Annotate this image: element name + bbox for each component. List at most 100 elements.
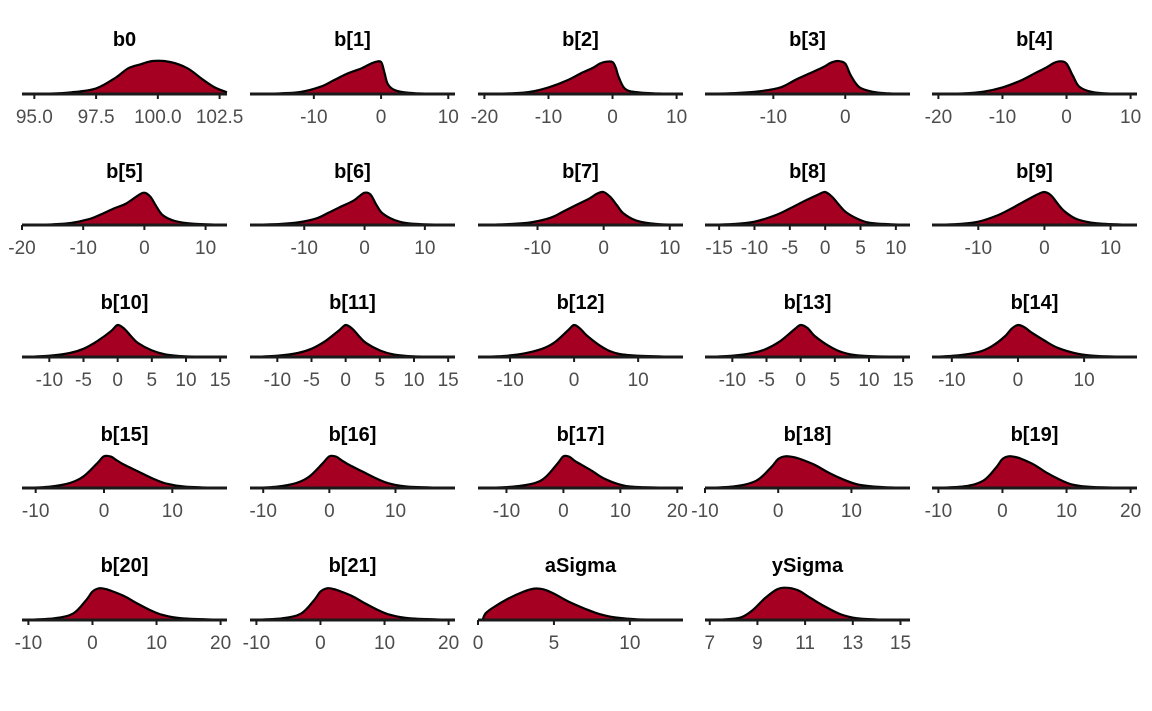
- density-area: [482, 588, 683, 620]
- x-tick-label: 0: [997, 501, 1008, 522]
- x-tick-label: 0: [139, 238, 150, 259]
- density-area: [22, 324, 227, 357]
- x-tick-label: 10: [628, 370, 649, 391]
- panel-b1: b[1] -10 0 10: [249, 29, 459, 128]
- density-area: [932, 61, 1137, 94]
- panel-title: b[1]: [334, 29, 371, 51]
- x-tick-label: 5: [830, 370, 841, 391]
- density-curve: [21, 323, 228, 359]
- density-curve: [477, 323, 684, 359]
- x-tick-label: 0: [773, 501, 784, 522]
- x-tick-label: 10: [666, 107, 687, 128]
- panel-title: b[11]: [329, 292, 376, 314]
- x-tick-label: -10: [965, 238, 992, 259]
- panel-title: b[10]: [101, 292, 149, 314]
- x-tick-label: -10: [989, 107, 1016, 128]
- x-tick-label: 0: [359, 238, 370, 259]
- density-area: [705, 60, 910, 94]
- density-area: [250, 588, 455, 620]
- panel-b7: b[7] -10 0 10: [477, 161, 684, 259]
- x-tick-label: 15: [893, 370, 914, 391]
- x-tick-label: 0: [112, 370, 123, 391]
- density-curve: [931, 60, 1138, 96]
- x-tick-label: 0: [1061, 107, 1072, 128]
- x-tick-label: 10: [438, 107, 459, 128]
- density-area: [705, 324, 910, 357]
- x-tick-label: 15: [890, 633, 911, 654]
- x-tick-label: 9: [752, 633, 763, 654]
- x-tick-label: 10: [858, 370, 879, 391]
- panel-b16: b[16] -10 0 10: [249, 424, 456, 522]
- x-tick-label: 95.0: [16, 107, 53, 128]
- panel-b12: b[12] -10 0 10: [477, 292, 684, 391]
- density-curve: [931, 323, 1138, 359]
- panel-title: b[17]: [557, 424, 605, 446]
- x-tick-label: 0: [376, 107, 387, 128]
- density-area: [705, 456, 910, 488]
- panel-title: b[5]: [106, 161, 143, 183]
- panel-title: b[12]: [557, 292, 605, 314]
- x-tick-label: 0: [1039, 238, 1050, 259]
- x-tick-label: -10: [719, 370, 746, 391]
- panel-title: b[6]: [334, 161, 371, 183]
- x-tick-label: 15: [438, 370, 459, 391]
- x-tick-label: 20: [667, 501, 688, 522]
- panel-b10: b[10] -10 -5 0 5 10 15: [21, 292, 231, 391]
- panel-title: b[3]: [789, 29, 826, 51]
- panel-title: b[7]: [562, 161, 599, 183]
- x-tick-label: -10: [925, 501, 952, 522]
- x-tick-label: 5: [375, 370, 386, 391]
- x-tick-label: 0: [1013, 370, 1024, 391]
- x-tick-label: 0: [795, 370, 806, 391]
- x-tick-label: 5: [549, 633, 560, 654]
- x-tick-label: 7: [704, 633, 715, 654]
- panel-title: b[16]: [329, 424, 377, 446]
- panel-b13: b[13] -10 -5 0 5 10 15: [704, 292, 914, 391]
- density-curve: [931, 455, 1138, 490]
- density-area: [250, 192, 455, 225]
- panel-b2: b[2] -20 -10 0 10: [471, 29, 687, 128]
- x-tick-label: 20: [438, 633, 459, 654]
- density-area: [705, 191, 910, 225]
- density-area: [932, 324, 1137, 357]
- density-area: [478, 61, 683, 94]
- density-curve: [249, 454, 456, 490]
- density-area: [22, 455, 227, 488]
- x-tick-label: 10: [175, 370, 196, 391]
- x-tick-label: 100.0: [134, 107, 182, 128]
- panel-b15: b[15] -10 0 10: [22, 424, 228, 522]
- x-tick-label: 11: [795, 633, 815, 654]
- panel-b20: b[20] -10 0 10 20: [15, 555, 231, 654]
- panel-title: aSigma: [545, 555, 617, 577]
- x-tick-label: 0: [473, 633, 484, 654]
- x-tick-label: 10: [1056, 501, 1077, 522]
- panel-b14: b[14] -10 0 10: [931, 292, 1138, 391]
- x-tick-label: 15: [210, 370, 231, 391]
- x-tick-label: 102.5: [196, 107, 244, 128]
- density-curve: [477, 454, 684, 490]
- x-tick-label: 10: [195, 238, 216, 259]
- density-curve: [704, 586, 911, 622]
- x-tick-label: -5: [781, 238, 798, 259]
- x-tick-label: -10: [535, 107, 562, 128]
- x-tick-label: -10: [15, 633, 42, 654]
- x-tick-label: 0: [558, 501, 569, 522]
- panel-b18: b[18] -10 0 10: [691, 424, 911, 522]
- x-tick-label: 5: [855, 238, 866, 259]
- x-tick-label: -15: [705, 238, 732, 259]
- density-curve: [704, 455, 911, 490]
- x-tick-label: 10: [1100, 238, 1121, 259]
- panel-b3: b[3] -10 0: [704, 29, 911, 128]
- density-area: [478, 191, 683, 225]
- x-tick-label: -10: [496, 370, 523, 391]
- panel-b8: b[8] -15 -10 -5 0 5 10: [704, 161, 911, 259]
- panel-title: b[4]: [1016, 29, 1053, 51]
- panel-aSigma: aSigma 0 5 10: [473, 555, 684, 654]
- density-curve: [249, 60, 456, 96]
- x-tick-label: -5: [758, 370, 775, 391]
- panel-title: b0: [113, 29, 136, 51]
- x-tick-label: -20: [925, 107, 952, 128]
- density-curve: [249, 323, 456, 359]
- panel-title: b[19]: [1011, 424, 1059, 446]
